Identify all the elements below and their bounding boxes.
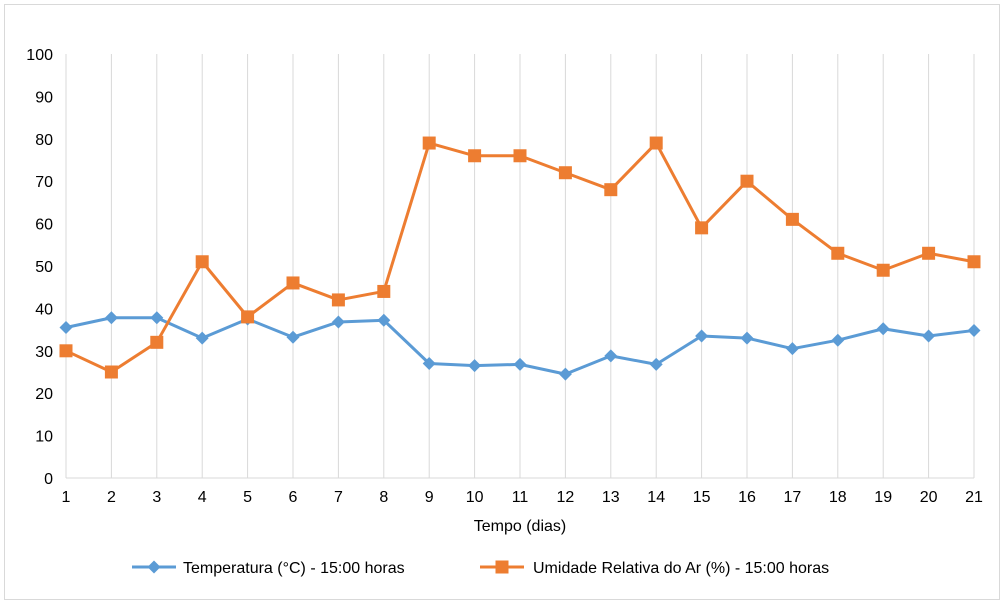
y-tick-label: 100 [26, 47, 53, 64]
legend-label: Umidade Relativa do Ar (%) - 15:00 horas [533, 560, 829, 577]
legend-item: Temperatura (°C) - 15:00 horas [132, 560, 405, 577]
data-point [422, 357, 436, 371]
x-tick-label: 10 [466, 489, 484, 506]
y-tick-label: 90 [35, 89, 53, 106]
data-point [59, 344, 73, 358]
data-point [740, 174, 754, 188]
x-tick-label: 3 [152, 489, 161, 506]
x-tick-label: 13 [602, 489, 620, 506]
y-tick-label: 70 [35, 174, 53, 191]
data-point [195, 331, 209, 345]
data-point [377, 313, 391, 327]
data-point [695, 329, 709, 343]
data-point [831, 333, 845, 347]
series-layer [59, 136, 981, 381]
data-point [513, 357, 527, 371]
y-tick-label: 20 [35, 386, 53, 403]
data-point [286, 276, 300, 290]
x-tick-label: 2 [107, 489, 116, 506]
data-point [377, 284, 391, 298]
data-point [331, 293, 345, 307]
data-point [876, 263, 890, 277]
x-tick-label: 18 [829, 489, 847, 506]
legend: Temperatura (°C) - 15:00 horas Umidade Re… [132, 560, 829, 577]
y-axis-tick-labels: 0 10 20 30 40 50 60 70 80 90 100 [26, 47, 53, 488]
x-tick-label: 6 [289, 489, 298, 506]
chart-frame: 0 10 20 30 40 50 60 70 80 90 100 1 2 3 4 5 6 7 8 9 10 11 12 13… [4, 4, 1000, 600]
x-tick-label: 14 [647, 489, 665, 506]
x-tick-label: 20 [920, 489, 938, 506]
data-point [604, 349, 618, 363]
data-point [422, 136, 436, 150]
data-point [967, 323, 981, 337]
data-point [649, 136, 663, 150]
x-axis-title: Tempo (dias) [474, 518, 566, 535]
y-tick-label: 80 [35, 132, 53, 149]
x-tick-label: 12 [557, 489, 575, 506]
x-tick-label: 8 [379, 489, 388, 506]
x-axis-tick-labels: 1 2 3 4 5 6 7 8 9 10 11 12 13 14 15 16 17 18 19 20 21 [62, 489, 983, 506]
data-point [331, 315, 345, 329]
y-tick-label: 10 [35, 429, 53, 446]
data-point [104, 311, 118, 325]
data-point [195, 255, 209, 269]
data-point [695, 221, 709, 235]
data-point [286, 330, 300, 344]
series-2 [59, 136, 981, 379]
data-point [876, 322, 890, 336]
y-tick-label: 30 [35, 344, 53, 361]
data-point [922, 246, 936, 260]
x-tick-label: 21 [965, 489, 983, 506]
legend-marker [147, 560, 161, 574]
y-tick-label: 60 [35, 217, 53, 234]
data-point [785, 212, 799, 226]
x-tick-label: 1 [62, 489, 71, 506]
x-tick-label: 15 [693, 489, 711, 506]
data-point [104, 365, 118, 379]
data-point [468, 359, 482, 373]
y-tick-label: 0 [44, 471, 53, 488]
data-point [967, 255, 981, 269]
x-tick-label: 16 [738, 489, 756, 506]
data-point [513, 149, 527, 163]
data-point [558, 166, 572, 180]
data-point [468, 149, 482, 163]
x-tick-label: 9 [425, 489, 434, 506]
data-point [922, 329, 936, 343]
legend-marker [495, 560, 509, 574]
x-tick-label: 11 [512, 489, 529, 506]
data-point [558, 367, 572, 381]
x-tick-label: 5 [243, 489, 252, 506]
data-point [740, 331, 754, 345]
y-tick-label: 40 [35, 301, 53, 318]
y-tick-label: 50 [35, 259, 53, 276]
legend-label: Temperatura (°C) - 15:00 horas [183, 560, 405, 577]
x-tick-label: 7 [334, 489, 343, 506]
data-point [604, 183, 618, 197]
data-point [785, 342, 799, 356]
data-point [150, 335, 164, 349]
gridlines [65, 54, 975, 478]
x-tick-label: 17 [784, 489, 802, 506]
data-point [649, 357, 663, 371]
data-point [241, 310, 255, 324]
data-point [150, 311, 164, 325]
x-tick-label: 4 [198, 489, 207, 506]
data-point [831, 246, 845, 260]
data-point [59, 320, 73, 334]
x-tick-label: 19 [874, 489, 892, 506]
legend-item: Umidade Relativa do Ar (%) - 15:00 horas [480, 560, 829, 577]
